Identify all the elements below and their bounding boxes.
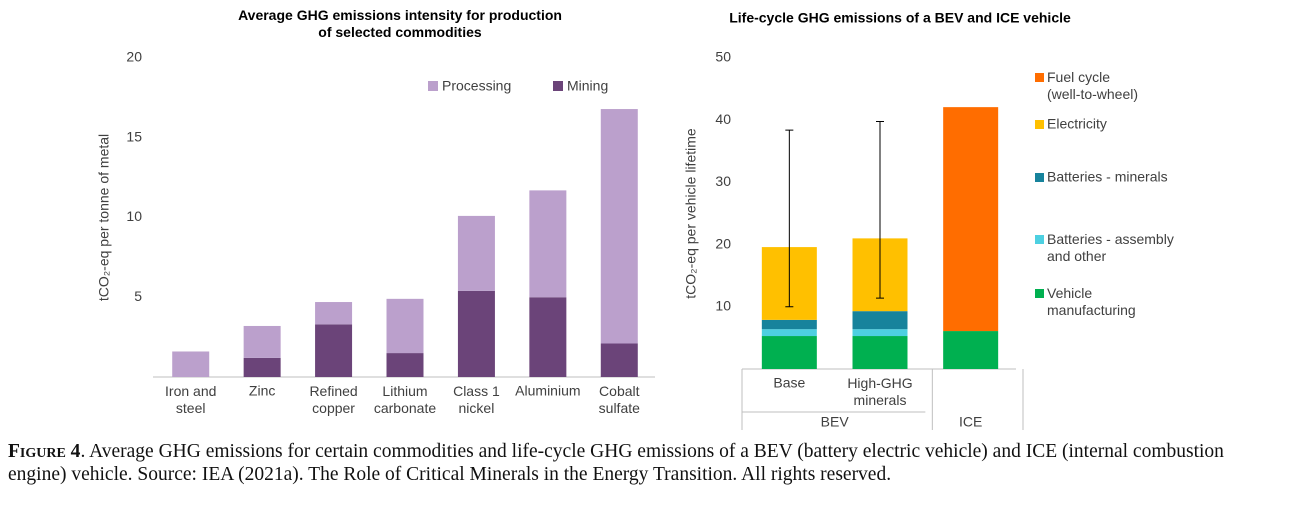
legend-swatch xyxy=(1035,120,1044,129)
bar-segment xyxy=(457,290,495,377)
y-tick-label: 20 xyxy=(715,235,731,251)
bar-segment xyxy=(600,343,638,377)
error-bar xyxy=(785,129,794,308)
error-bar xyxy=(876,120,884,299)
x-tick-label: High-GHG minerals xyxy=(847,375,912,408)
bar-segment xyxy=(315,302,353,325)
legend-swatch xyxy=(1035,235,1044,244)
legend-swatch xyxy=(1035,173,1044,182)
x-tick-label: Lithium carbonate xyxy=(374,383,436,416)
y-tick-label: 40 xyxy=(715,111,731,127)
x-tick-label: Iron and steel xyxy=(165,383,216,416)
bar-segment xyxy=(457,215,495,291)
bar-segment xyxy=(943,107,999,332)
group-label: BEV xyxy=(821,414,850,430)
bar-segment xyxy=(529,297,567,377)
caption-label: Figure 4 xyxy=(8,441,81,462)
bar-segment xyxy=(761,329,817,337)
x-tick-label: Refined copper xyxy=(309,383,357,416)
y-tick-label: 10 xyxy=(715,298,731,314)
y-tick-label: 50 xyxy=(715,49,731,65)
bar-segment xyxy=(529,190,567,298)
legend-label: Batteries - assembly and other xyxy=(1047,231,1174,264)
bar-segment xyxy=(852,336,908,369)
x-tick-label: Base xyxy=(773,375,805,391)
group-label: ICE xyxy=(959,414,982,430)
y-tick-label: 30 xyxy=(715,173,731,189)
figure: Average GHG emissions intensity for prod… xyxy=(96,7,1174,430)
legend-label: Vehicle manufacturing xyxy=(1047,285,1136,318)
bar-segment xyxy=(852,311,908,330)
y-tick-label: 10 xyxy=(126,208,142,224)
x-tick-label: Class 1 nickel xyxy=(453,383,500,416)
y-axis-label: tCO₂-eq per vehicle lifetime xyxy=(683,128,699,299)
x-tick-label: Cobalt sulfate xyxy=(599,383,640,416)
bar-segment xyxy=(852,329,908,337)
y-axis-label: tCO₂-eq per tonne of metal xyxy=(96,134,112,301)
chart-title: Life-cycle GHG emissions of a BEV and IC… xyxy=(729,10,1071,26)
y-tick-label: 20 xyxy=(126,49,142,65)
legend-label: Fuel cycle (well-to-wheel) xyxy=(1047,69,1138,102)
caption-text: . Average GHG emissions for certain comm… xyxy=(8,441,1224,485)
legend-swatch xyxy=(1035,73,1044,82)
chart-title: Average GHG emissions intensity for prod… xyxy=(238,7,562,40)
legend-label: Batteries - minerals xyxy=(1047,169,1168,185)
legend-label: Processing xyxy=(442,78,511,94)
y-tick-label: 15 xyxy=(126,128,142,144)
bar-segment xyxy=(243,357,281,377)
bar-segment xyxy=(172,351,210,377)
legend-swatch xyxy=(428,81,438,91)
y-tick-label: 5 xyxy=(134,288,142,304)
x-tick-label: Aluminium xyxy=(515,383,580,399)
legend-label: Electricity xyxy=(1047,116,1107,132)
bar-segment xyxy=(600,109,638,344)
bar-segment xyxy=(386,298,424,354)
bar-segment xyxy=(315,324,353,377)
bar-segment xyxy=(943,331,999,369)
legend-label: Mining xyxy=(567,78,608,94)
x-tick-label: Zinc xyxy=(249,383,275,399)
legend-swatch xyxy=(1035,289,1044,298)
bar-segment xyxy=(386,353,424,377)
legend-swatch xyxy=(553,81,563,91)
caption: Figure 4. Average GHG emissions for cert… xyxy=(8,440,1283,486)
bar-segment xyxy=(761,336,817,369)
bar-segment xyxy=(761,319,817,330)
bar-segment xyxy=(243,325,281,358)
